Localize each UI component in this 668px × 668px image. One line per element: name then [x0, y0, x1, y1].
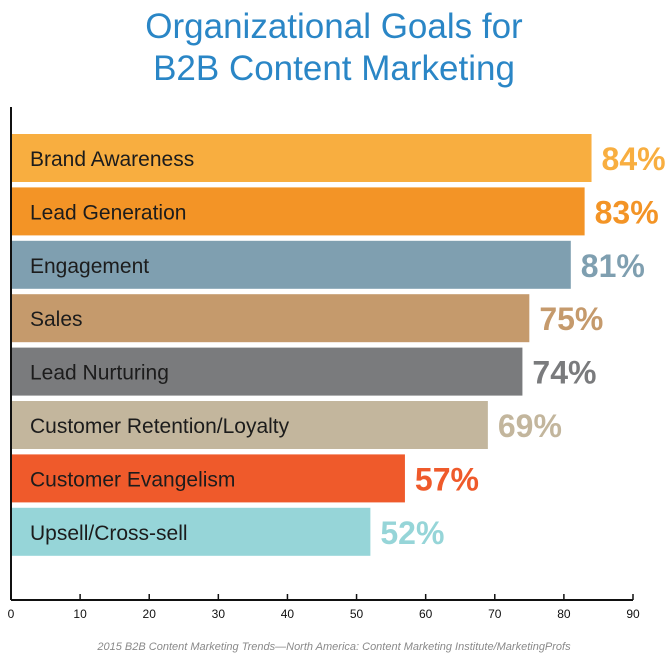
- bar-value-label: 84%: [602, 141, 666, 177]
- bar-category-label: Lead Nurturing: [30, 362, 169, 385]
- bar-value-label: 57%: [415, 461, 479, 497]
- x-tick-label: 90: [626, 607, 640, 621]
- bar-category-label: Upsell/Cross-sell: [30, 522, 188, 545]
- x-tick-label: 60: [419, 607, 433, 621]
- bar-value-label: 75%: [539, 301, 603, 337]
- chart-title: Organizational Goals for B2B Content Mar…: [0, 6, 668, 90]
- x-tick-label: 10: [73, 607, 87, 621]
- bar-value-label: 74%: [532, 355, 596, 391]
- bar-value-label: 81%: [581, 248, 645, 284]
- bar: [11, 454, 405, 503]
- bar-category-label: Lead Generation: [30, 201, 186, 224]
- bar: [11, 401, 488, 449]
- x-tick-label: 70: [488, 607, 502, 621]
- bar: [11, 294, 530, 343]
- x-tick-label: 40: [281, 607, 295, 621]
- bar: [11, 347, 523, 396]
- bar: [11, 134, 592, 182]
- bar-chart: Brand Awareness 84% Lead Generation 83% Enga…: [8, 107, 666, 621]
- x-tick-label: 50: [350, 607, 364, 621]
- x-tick-label: 80: [557, 607, 571, 621]
- chart-title-line-1: Organizational Goals for: [145, 7, 523, 46]
- bar-category-label: Customer Evangelism: [30, 468, 235, 491]
- bar: [11, 187, 585, 236]
- chart-title-line-2: B2B Content Marketing: [153, 49, 515, 88]
- bar-category-label: Customer Retention/Loyalty: [30, 415, 290, 438]
- bar-value-label: 83%: [595, 194, 659, 230]
- bar: [11, 507, 371, 556]
- x-tick-label: 0: [8, 607, 15, 621]
- bar-category-label: Brand Awareness: [30, 148, 194, 171]
- x-tick-label: 20: [143, 607, 157, 621]
- bar-category-label: Engagement: [30, 255, 149, 278]
- bar-value-label: 69%: [498, 408, 562, 444]
- bar: [11, 240, 571, 289]
- bar-category-label: Sales: [30, 308, 83, 331]
- x-tick-label: 30: [212, 607, 226, 621]
- bar-value-label: 52%: [380, 515, 444, 551]
- source-note: 2015 B2B Content Marketing Trends—North …: [97, 641, 571, 653]
